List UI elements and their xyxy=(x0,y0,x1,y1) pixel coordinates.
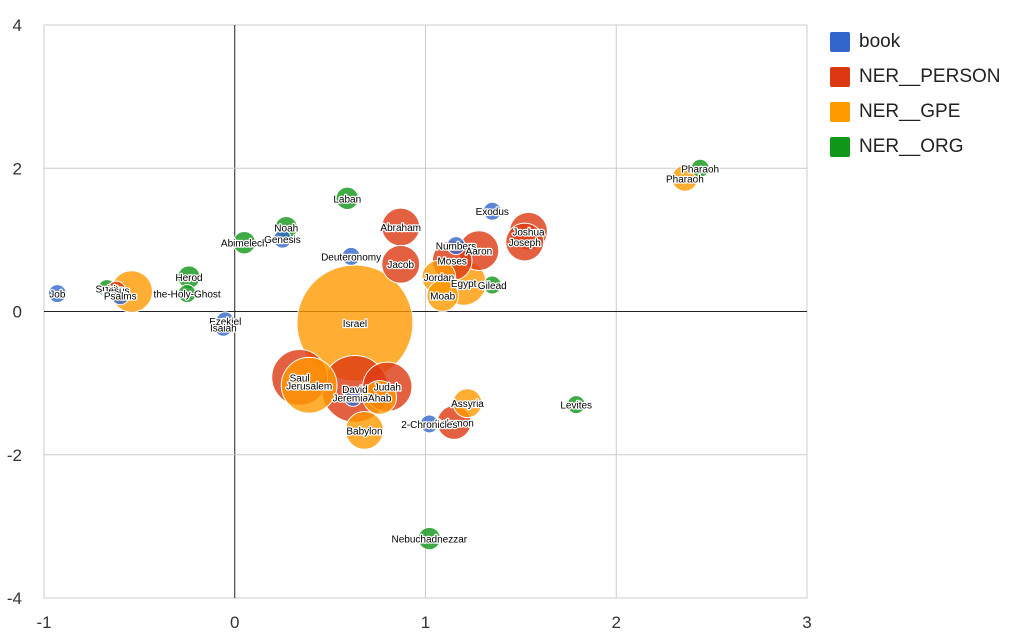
chart-legend: book NER__PERSON NER__GPE NER__ORG xyxy=(830,24,1001,164)
bubble-label: Genesis xyxy=(264,235,301,246)
bubble-gpe[interactable] xyxy=(345,410,384,450)
bubble-org[interactable] xyxy=(690,158,710,178)
bubble-label: Aaron xyxy=(466,247,493,258)
bubble-org[interactable] xyxy=(335,186,359,211)
bubble-label: Ahab xyxy=(368,393,392,404)
bubble-label: Jesus xyxy=(103,286,129,297)
bubble-label: Gilead xyxy=(478,281,507,292)
bubble-label: Jeremiah xyxy=(332,393,373,404)
legend-label: NER__PERSON xyxy=(859,65,1001,87)
bubble-label: Israel xyxy=(343,319,367,330)
bubble-org[interactable] xyxy=(417,526,442,551)
bubble-book[interactable] xyxy=(343,388,363,407)
bubble-org[interactable] xyxy=(177,284,197,304)
bubble-book[interactable] xyxy=(341,246,361,266)
bubble-label: Abraham xyxy=(380,223,421,234)
bubble-person[interactable] xyxy=(505,222,545,262)
bubble-gpe[interactable] xyxy=(452,388,483,419)
bubble-label: Pharaoh xyxy=(681,164,719,175)
bubble-label: Joseph xyxy=(509,238,541,249)
bubble-org[interactable] xyxy=(232,231,256,255)
bubble-label: Moab xyxy=(430,292,455,303)
bubble-label: Moses xyxy=(437,257,466,268)
bubble-label: Spirit xyxy=(96,285,119,296)
bubble-label: Exodus xyxy=(476,207,509,218)
legend-label: NER__ORG xyxy=(859,135,964,157)
bubble-label: Job xyxy=(49,290,66,301)
bubble-label: Babylon xyxy=(346,426,382,437)
bubble-label: Saul xyxy=(290,373,310,384)
bubble-book[interactable] xyxy=(47,284,67,304)
bubble-label: Egypt xyxy=(451,279,477,290)
bubble-label: Joshua xyxy=(512,227,545,238)
y-tick-label: -2 xyxy=(7,446,22,465)
x-tick-label: 0 xyxy=(230,613,239,632)
x-tick-label: 3 xyxy=(802,613,811,632)
bubble-gpe[interactable] xyxy=(362,380,398,415)
bubble-label: Abimelech xyxy=(221,239,268,250)
y-tick-label: 0 xyxy=(13,303,22,322)
y-tick-label: -4 xyxy=(7,589,22,608)
bubble-label: Deuteronomy xyxy=(321,252,381,263)
bubble-book[interactable] xyxy=(482,201,502,221)
bubble-label: Pharaoh xyxy=(666,174,704,185)
axis-tick-labels: -1 0 1 2 3 -4 -2 0 2 4 xyxy=(7,16,812,632)
x-tick-label: 1 xyxy=(421,613,430,632)
bubble-label: Jerusalem xyxy=(286,381,332,392)
legend-item[interactable]: NER__GPE xyxy=(830,94,1001,129)
legend-label: NER__GPE xyxy=(859,100,961,122)
bubble-label: 2-Chronicles xyxy=(401,420,457,431)
bubble-label: Jordan xyxy=(424,273,455,284)
bubble-label: Judah xyxy=(374,383,401,394)
grid-lines xyxy=(43,24,808,599)
legend-label: book xyxy=(859,30,901,52)
bubble-person[interactable] xyxy=(381,244,421,284)
x-tick-label: -1 xyxy=(36,613,51,632)
bubble-label: Noah xyxy=(274,224,298,235)
bubble-book[interactable] xyxy=(213,317,233,337)
bubble-label: Jacob xyxy=(387,260,414,271)
bubble-book[interactable] xyxy=(446,236,466,256)
bubble-label: David xyxy=(342,385,368,396)
legend-item[interactable]: NER__ORG xyxy=(830,129,1001,164)
bubble-label: Numbers xyxy=(436,242,477,253)
bubble-label: Psalms xyxy=(104,292,137,303)
bubble-org[interactable] xyxy=(482,275,502,295)
legend-swatch xyxy=(830,31,850,52)
bubble-org[interactable] xyxy=(566,395,586,415)
legend-item[interactable]: book xyxy=(830,24,1001,59)
y-tick-label: 2 xyxy=(13,159,22,178)
y-tick-label: 4 xyxy=(13,16,22,35)
bubbles xyxy=(47,158,710,551)
bubble-gpe[interactable] xyxy=(426,279,459,312)
bubble-gpe[interactable] xyxy=(280,356,338,414)
bubble-label: Herod xyxy=(175,273,202,284)
legend-swatch xyxy=(830,101,850,122)
legend-swatch xyxy=(830,136,850,157)
bubble-label: Laban xyxy=(333,194,361,205)
bubble-label: the-Holy-Ghost xyxy=(153,290,220,301)
bubble-label: Ezekiel xyxy=(209,317,241,328)
x-tick-label: 2 xyxy=(612,613,621,632)
bubble-label: Nebuchadnezzar xyxy=(392,535,468,546)
bubble-label: Assyria xyxy=(451,399,484,410)
legend-item[interactable]: NER__PERSON xyxy=(830,59,1001,94)
bubble-book[interactable] xyxy=(419,414,439,434)
legend-swatch xyxy=(830,66,850,87)
bubble-label: Levites xyxy=(560,401,592,412)
bubble-gpe[interactable] xyxy=(671,164,699,192)
bubble-label: Isaiah xyxy=(210,323,237,334)
bubble-label: Solomon xyxy=(434,419,473,430)
bubble-book[interactable] xyxy=(110,286,130,306)
bubble-book[interactable] xyxy=(272,229,292,249)
